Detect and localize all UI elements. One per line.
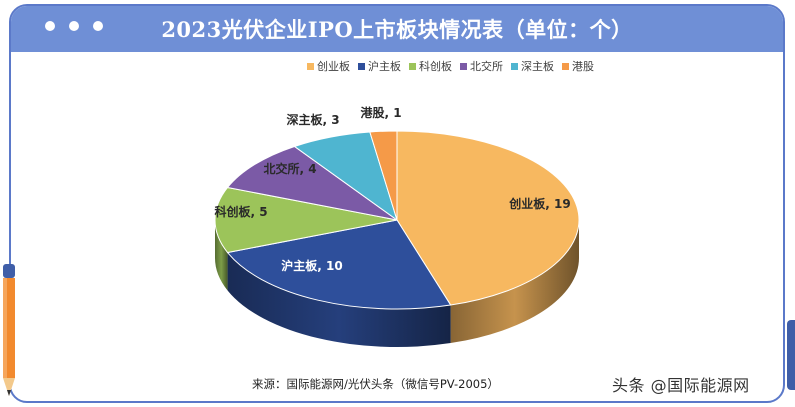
legend-swatch (460, 62, 467, 70)
legend-label: 科创板 (419, 60, 452, 73)
legend-swatch (358, 62, 365, 70)
data-label: 北交所, 4 (263, 161, 316, 176)
title-bar: 2023光伏企业IPO上市板块情况表（单位：个） (11, 6, 783, 52)
legend-label: 创业板 (317, 60, 350, 73)
chart-legend: 创业板 沪主板 科创板 北交所 深主板 港股 (307, 58, 594, 74)
source-note: 来源：国际能源网/光伏头条（微信号PV-2005） (252, 377, 499, 391)
decorative-tab (787, 320, 795, 390)
pencil-icon (3, 264, 15, 396)
legend-item: 深主板 (511, 58, 554, 74)
legend-item: 北交所 (460, 58, 503, 74)
data-label: 深主板, 3 (286, 112, 339, 127)
pie-slice (226, 145, 398, 221)
pie-slice-side (450, 220, 579, 344)
window-dot-icon (93, 21, 103, 31)
pie-slice (214, 186, 398, 254)
legend-item: 港股 (562, 58, 594, 74)
legend-label: 港股 (572, 60, 594, 73)
legend-label: 深主板 (521, 60, 554, 73)
pie-slice (396, 130, 580, 306)
legend-label: 北交所 (470, 60, 503, 73)
legend-swatch (307, 62, 314, 70)
pie-slice (369, 130, 398, 221)
window-dot-icon (69, 21, 79, 31)
data-label: 港股, 1 (360, 105, 401, 120)
data-label: 沪主板, 10 (281, 258, 342, 273)
window-dot-icon (45, 21, 55, 31)
pie-slice-side (227, 252, 451, 347)
data-label: 创业板, 19 (508, 196, 570, 211)
watermark: 头条 @国际能源网 (612, 376, 750, 395)
data-label: 科创板, 5 (214, 204, 267, 219)
legend-item: 创业板 (307, 58, 350, 74)
legend-item: 沪主板 (358, 58, 401, 74)
legend-swatch (562, 62, 569, 70)
legend-label: 沪主板 (368, 60, 401, 73)
chart-title: 2023光伏企业IPO上市板块情况表（单位：个） (161, 17, 633, 42)
legend-swatch (409, 62, 416, 70)
legend-item: 科创板 (409, 58, 452, 74)
legend-swatch (511, 62, 518, 70)
